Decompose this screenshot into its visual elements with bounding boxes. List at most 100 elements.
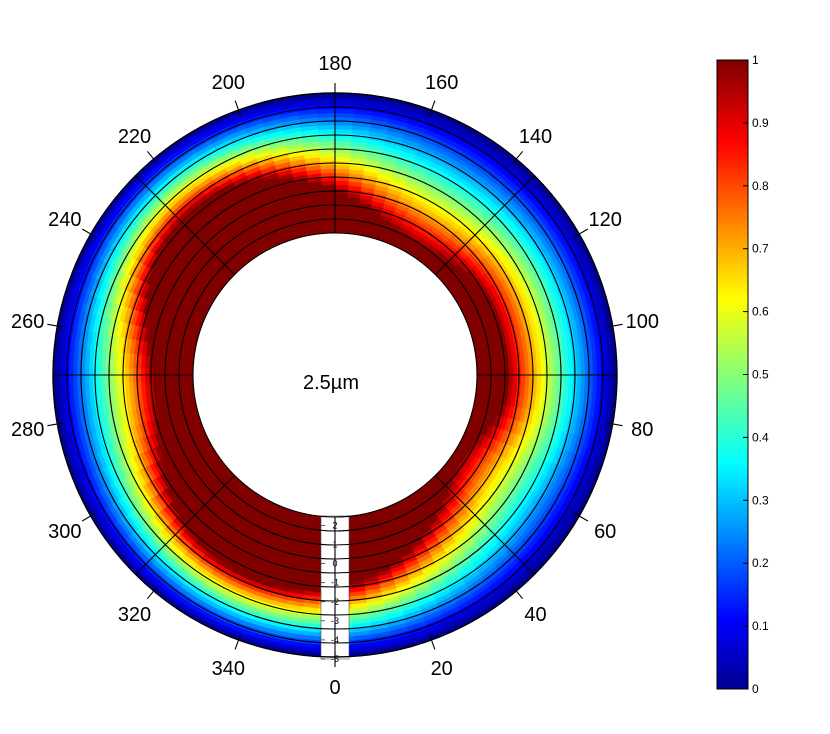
heat-cell bbox=[523, 530, 540, 548]
heat-cell bbox=[163, 575, 183, 592]
heat-cell bbox=[216, 535, 232, 548]
heat-cell bbox=[481, 565, 500, 581]
heat-cell bbox=[242, 197, 258, 208]
heat-cell bbox=[389, 218, 403, 227]
heat-cell bbox=[229, 259, 242, 271]
heat-cell bbox=[263, 126, 283, 136]
heat-cell bbox=[472, 553, 490, 568]
heat-cell bbox=[596, 363, 602, 385]
heat-cell bbox=[360, 178, 377, 186]
heat-cell bbox=[179, 204, 195, 220]
heat-cell bbox=[389, 560, 406, 570]
heat-cell bbox=[415, 216, 430, 228]
heat-cell bbox=[169, 296, 179, 311]
heat-cell bbox=[135, 470, 147, 488]
heat-cell bbox=[111, 320, 120, 338]
heat-cell bbox=[477, 533, 494, 549]
heat-cell bbox=[54, 404, 62, 426]
heat-cell bbox=[464, 519, 480, 534]
heat-cell bbox=[550, 412, 559, 430]
heat-cell bbox=[151, 536, 169, 554]
heat-cell bbox=[259, 634, 281, 644]
heat-cell bbox=[447, 213, 463, 227]
heat-cell bbox=[149, 563, 168, 581]
heat-cell bbox=[581, 399, 589, 420]
heat-cell bbox=[423, 167, 442, 179]
heat-cell bbox=[204, 551, 221, 565]
heat-cell bbox=[180, 423, 189, 437]
heat-cell bbox=[215, 563, 233, 576]
heat-cell bbox=[508, 367, 514, 382]
heat-cell bbox=[243, 244, 256, 255]
heat-cell bbox=[468, 231, 483, 246]
heat-cell bbox=[396, 149, 416, 159]
heat-cell bbox=[512, 185, 530, 203]
heat-cell bbox=[512, 285, 523, 301]
heat-cell bbox=[364, 150, 383, 158]
heat-cell bbox=[580, 251, 594, 273]
heat-cell bbox=[226, 614, 248, 626]
heat-cell bbox=[135, 326, 143, 342]
heat-cell bbox=[98, 263, 111, 283]
heat-cell bbox=[323, 220, 335, 226]
heat-cell bbox=[274, 580, 292, 589]
heat-cell bbox=[166, 572, 185, 589]
heat-cell bbox=[359, 544, 374, 552]
heat-cell bbox=[484, 379, 490, 392]
heat-cell bbox=[508, 379, 514, 394]
heat-cell bbox=[190, 282, 201, 295]
heat-cell bbox=[206, 214, 221, 228]
heat-cell bbox=[463, 254, 476, 268]
heat-cell bbox=[488, 401, 496, 415]
heat-cell bbox=[278, 115, 300, 123]
heat-cell bbox=[446, 519, 461, 533]
colorbar-tick-label: 0.7 bbox=[752, 242, 769, 256]
heat-cell bbox=[488, 500, 502, 516]
heat-cell bbox=[457, 171, 476, 186]
heat-cell bbox=[190, 195, 207, 209]
heat-cell bbox=[183, 580, 202, 596]
heat-cell bbox=[258, 638, 280, 648]
heat-cell bbox=[182, 401, 190, 414]
heat-cell bbox=[540, 288, 551, 307]
heat-cell bbox=[165, 321, 174, 335]
heat-cell bbox=[310, 547, 325, 553]
heat-cell bbox=[511, 418, 521, 434]
heat-cell bbox=[544, 269, 556, 288]
heat-cell bbox=[524, 173, 542, 192]
heat-cell bbox=[503, 493, 517, 510]
heat-cell bbox=[176, 312, 185, 326]
heat-cell bbox=[368, 611, 388, 619]
heat-cell bbox=[296, 109, 317, 116]
heat-cell bbox=[200, 288, 211, 301]
heat-cell bbox=[404, 238, 417, 248]
heat-cell bbox=[203, 474, 216, 488]
heat-cell bbox=[362, 564, 378, 572]
heat-cell bbox=[212, 138, 232, 152]
heat-cell bbox=[368, 208, 382, 216]
heat-cell bbox=[182, 337, 190, 350]
heat-cell bbox=[381, 534, 396, 543]
heat-cell bbox=[584, 477, 598, 499]
heat-cell bbox=[463, 124, 485, 140]
heat-cell bbox=[435, 591, 455, 604]
heat-cell bbox=[88, 314, 97, 334]
heat-cell bbox=[511, 543, 529, 561]
heat-cell bbox=[197, 465, 208, 479]
heat-cell bbox=[219, 210, 235, 223]
heat-cell bbox=[420, 486, 433, 497]
heat-cell bbox=[370, 196, 386, 204]
heat-cell bbox=[452, 207, 468, 221]
heat-cell bbox=[333, 124, 353, 130]
heat-cell bbox=[127, 441, 138, 459]
heat-cell bbox=[461, 478, 474, 492]
heat-cell bbox=[68, 365, 74, 387]
heat-cell bbox=[510, 187, 527, 205]
heat-cell bbox=[495, 470, 508, 486]
heat-cell bbox=[97, 510, 113, 530]
heat-cell bbox=[317, 144, 335, 150]
heat-cell bbox=[546, 411, 555, 429]
heat-cell bbox=[451, 265, 463, 278]
heat-cell bbox=[524, 242, 538, 260]
heat-cell bbox=[160, 356, 166, 371]
